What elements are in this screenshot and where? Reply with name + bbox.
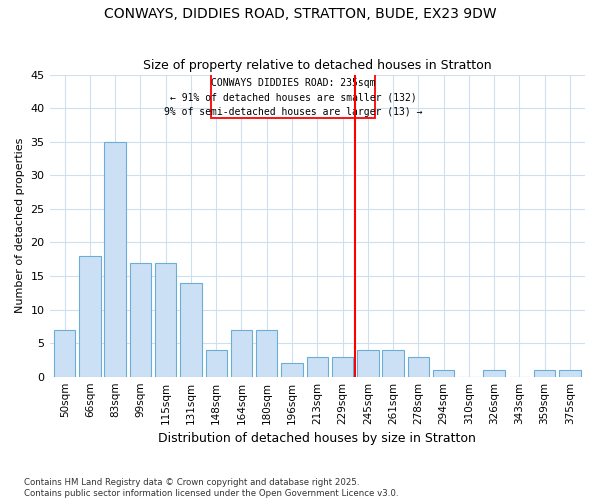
- Bar: [104, 142, 126, 376]
- Bar: [256, 330, 277, 376]
- Bar: [559, 370, 581, 376]
- Text: CONWAYS DIDDIES ROAD: 235sqm: CONWAYS DIDDIES ROAD: 235sqm: [211, 78, 376, 88]
- Bar: [54, 330, 76, 376]
- Bar: [281, 364, 303, 376]
- Bar: [357, 350, 379, 376]
- Bar: [155, 262, 176, 376]
- Text: 9% of semi-detached houses are larger (13) →: 9% of semi-detached houses are larger (1…: [164, 108, 422, 118]
- Y-axis label: Number of detached properties: Number of detached properties: [15, 138, 25, 314]
- Bar: [534, 370, 556, 376]
- Bar: [407, 356, 429, 376]
- Bar: [231, 330, 252, 376]
- Text: ← 91% of detached houses are smaller (132): ← 91% of detached houses are smaller (13…: [170, 92, 416, 102]
- Bar: [130, 262, 151, 376]
- Bar: [382, 350, 404, 376]
- Title: Size of property relative to detached houses in Stratton: Size of property relative to detached ho…: [143, 59, 491, 72]
- Bar: [180, 282, 202, 376]
- X-axis label: Distribution of detached houses by size in Stratton: Distribution of detached houses by size …: [158, 432, 476, 445]
- Bar: [206, 350, 227, 376]
- Bar: [79, 256, 101, 376]
- Bar: [433, 370, 454, 376]
- Bar: [307, 356, 328, 376]
- Text: Contains HM Land Registry data © Crown copyright and database right 2025.
Contai: Contains HM Land Registry data © Crown c…: [24, 478, 398, 498]
- Text: CONWAYS, DIDDIES ROAD, STRATTON, BUDE, EX23 9DW: CONWAYS, DIDDIES ROAD, STRATTON, BUDE, E…: [104, 8, 496, 22]
- Bar: [211, 72, 376, 118]
- Bar: [332, 356, 353, 376]
- Bar: [484, 370, 505, 376]
